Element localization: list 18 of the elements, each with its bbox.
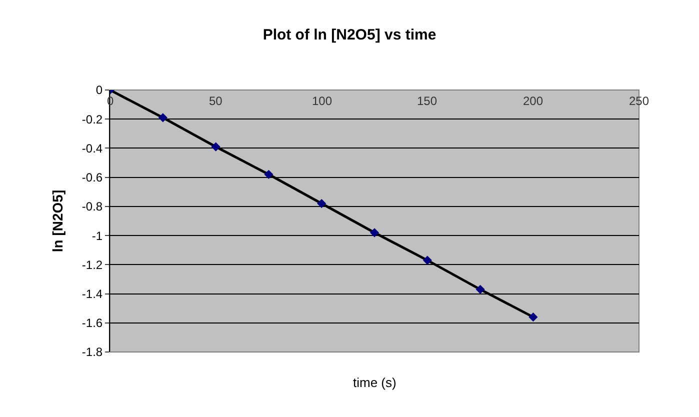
y-tick-label: -1.6 [82,316,103,330]
x-tick-label: 50 [209,94,223,108]
x-tick-label: 150 [417,94,438,108]
y-tick-label: -0.2 [82,112,103,126]
x-axis-title: time (s) [353,375,396,390]
y-tick-label: -1.2 [82,258,103,272]
y-tick-label: -1.8 [82,345,103,360]
y-axis-title: ln [N2O5] [50,190,66,252]
y-tick-label: -1.4 [82,286,103,301]
y-tick-label: -0.8 [82,200,103,214]
x-tick-label: 100 [312,94,332,108]
y-tick-label: 0 [96,83,103,98]
y-tick-label: -1 [92,228,103,243]
x-tick-label: 200 [523,94,544,108]
y-tick-label: -0.6 [82,170,103,185]
chart-title: Plot of ln [N2O5] vs time [262,26,436,44]
y-tick-label: -0.4 [82,141,103,156]
x-tick-label: 250 [629,94,650,108]
